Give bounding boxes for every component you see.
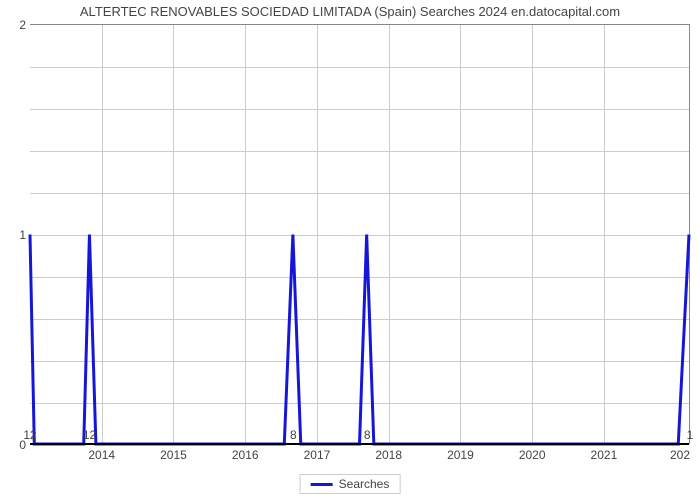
- value-label: 1: [687, 428, 694, 442]
- value-label: 12: [83, 428, 96, 442]
- x-tick: 2021: [591, 448, 618, 462]
- legend: Searches: [300, 474, 401, 494]
- y-tick: 1: [8, 228, 26, 242]
- x-tick: 2016: [232, 448, 259, 462]
- plot-area: 0122014201520162017201820192020202120212…: [30, 24, 690, 444]
- x-tick: 202: [670, 448, 690, 462]
- value-label: 8: [290, 428, 297, 442]
- x-tick: 2015: [160, 448, 187, 462]
- series-line: [30, 25, 689, 444]
- legend-label: Searches: [339, 477, 390, 491]
- x-tick: 2018: [375, 448, 402, 462]
- chart-title: ALTERTEC RENOVABLES SOCIEDAD LIMITADA (S…: [80, 4, 620, 19]
- x-axis-baseline: [30, 443, 689, 445]
- x-tick: 2020: [519, 448, 546, 462]
- value-label: 8: [364, 428, 371, 442]
- x-tick: 2017: [304, 448, 331, 462]
- value-label: 12: [23, 428, 36, 442]
- legend-swatch: [311, 483, 333, 486]
- line-chart: ALTERTEC RENOVABLES SOCIEDAD LIMITADA (S…: [0, 0, 700, 500]
- x-tick: 2014: [88, 448, 115, 462]
- y-tick: 2: [8, 18, 26, 32]
- x-tick: 2019: [447, 448, 474, 462]
